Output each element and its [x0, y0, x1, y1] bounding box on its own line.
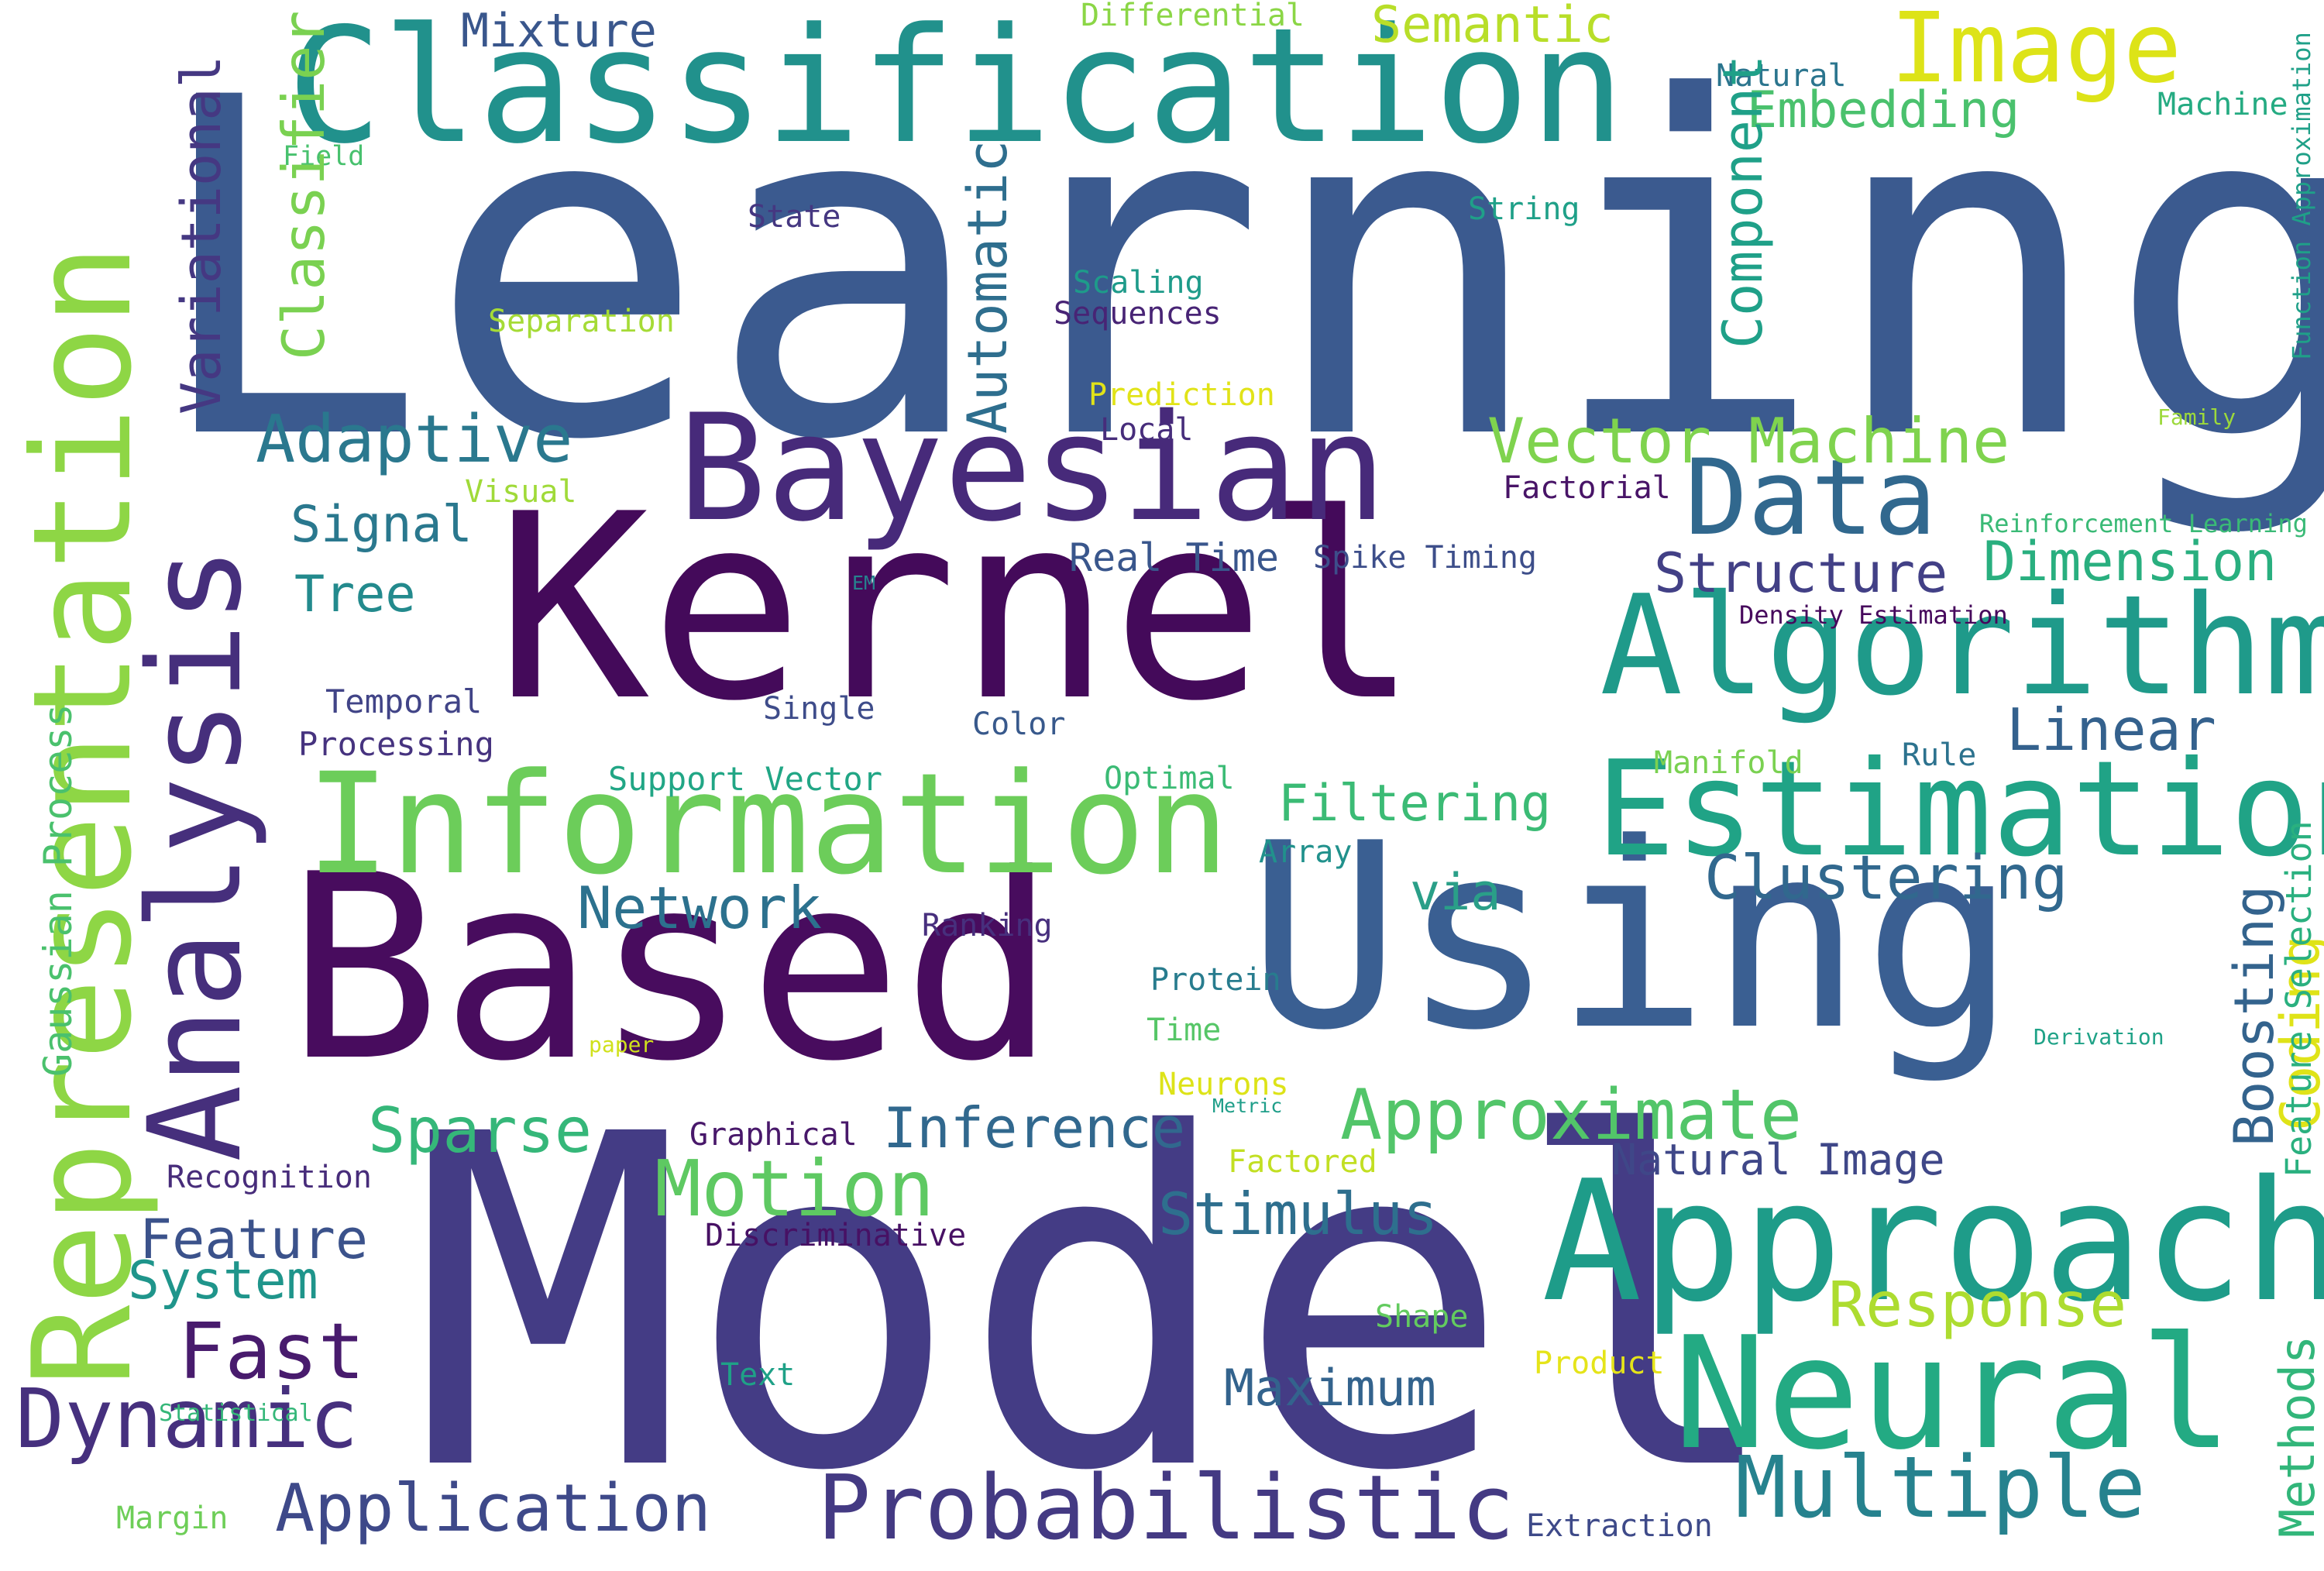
word-via: via — [1410, 864, 1501, 922]
word-filtering: Filtering — [1278, 775, 1552, 833]
word-dimension: Dimension — [1983, 530, 2278, 593]
word-semantic: Semantic — [1371, 0, 1614, 54]
word-family: Family — [2157, 404, 2236, 430]
word-discriminative: Discriminative — [705, 1218, 967, 1253]
word-neurons: Neurons — [1158, 1067, 1289, 1102]
word-real-time: Real Time — [1069, 535, 1279, 580]
word-classification: Classification — [287, 0, 1625, 179]
word-factorial: Factorial — [1503, 470, 1671, 506]
word-gaussian-process: Gaussian Process — [36, 703, 81, 1077]
word-multiple: Multiple — [1735, 1438, 2146, 1537]
word-text: Text — [720, 1357, 796, 1393]
word-natural-image: Natural Image — [1611, 1135, 1945, 1184]
word-stimulus: Stimulus — [1158, 1180, 1439, 1248]
word-structure: Structure — [1654, 541, 1948, 605]
word-manifold: Manifold — [1654, 745, 1803, 781]
word-mixture: Mixture — [461, 4, 657, 58]
word-field: Field — [283, 141, 365, 172]
word-dynamic: Dynamic — [15, 1372, 359, 1466]
word-em: EM — [852, 572, 876, 594]
word-string: String — [1468, 191, 1580, 227]
word-approach: Approach — [1542, 1144, 2324, 1339]
word-system: System — [128, 1250, 318, 1311]
word-application: Application — [275, 1470, 711, 1547]
word-learning: Learning — [147, 0, 2324, 541]
word-margin: Margin — [116, 1501, 229, 1536]
word-prediction: Prediction — [1088, 377, 1275, 413]
word-state: State — [748, 199, 841, 235]
word-approximate: Approximate — [1340, 1074, 1803, 1156]
word-signal: Signal — [290, 496, 473, 554]
word-network: Network — [577, 874, 823, 942]
word-sequences: Sequences — [1054, 296, 1222, 332]
word-neural: Neural — [1673, 1304, 2233, 1484]
word-fast: Fast — [178, 1306, 365, 1397]
word-recognition: Recognition — [167, 1160, 372, 1195]
word-motion: Motion — [655, 1143, 935, 1234]
word-maximum: Maximum — [1224, 1360, 1436, 1418]
word-information: Information — [306, 744, 1230, 906]
word-linear: Linear — [2006, 696, 2216, 764]
word-derivation: Derivation — [2033, 1024, 2164, 1050]
word-rule: Rule — [1902, 737, 1977, 773]
word-methods: Methods — [2269, 1335, 2324, 1538]
word-tree: Tree — [294, 565, 416, 624]
word-color: Color — [972, 706, 1066, 742]
word-image: Image — [1890, 0, 2182, 105]
word-time: Time — [1147, 1012, 1222, 1048]
word-support-vector: Support Vector — [608, 760, 883, 798]
word-product: Product — [1534, 1346, 1665, 1381]
word-statistical: Statistical — [159, 1400, 313, 1427]
word-differential: Differential — [1081, 0, 1305, 33]
word-density-estimation: Density Estimation — [1739, 600, 2008, 630]
word-machine: Machine — [2157, 87, 2288, 122]
word-vector-machine: Vector Machine — [1487, 405, 2010, 477]
word-estimation: Estimation — [1596, 733, 2324, 886]
word-variational: Variational — [170, 55, 233, 414]
word-scaling: Scaling — [1073, 265, 1204, 301]
word-local: Local — [1100, 412, 1194, 448]
word-ranking: Ranking — [922, 908, 1053, 944]
word-response: Response — [1828, 1269, 2127, 1341]
word-extraction: Extraction — [1526, 1508, 1713, 1544]
word-function-approximation: Function Approximation — [2287, 32, 2316, 360]
word-natural: Natural — [1716, 58, 1847, 94]
word-kernel: Kernel — [496, 459, 1420, 757]
word-visual: Visual — [465, 474, 577, 510]
word-inference: Inference — [883, 1095, 1186, 1160]
word-shape: Shape — [1375, 1299, 1469, 1335]
word-adaptive: Adaptive — [256, 401, 573, 478]
word-reinforcement-learning: Reinforcement Learning — [1979, 509, 2308, 538]
word-metric: Metric — [1212, 1095, 1283, 1117]
word-array: Array — [1259, 834, 1353, 870]
word-bayesian: Bayesian — [678, 383, 1387, 554]
word-using: Using — [1247, 789, 2017, 1086]
word-automatic: Automatic — [956, 139, 1019, 434]
word-factored: Factored — [1228, 1144, 1377, 1180]
word-protein: Protein — [1150, 962, 1281, 998]
word-algorithm: Algorithm — [1600, 565, 2324, 726]
word-optimal: Optimal — [1104, 761, 1235, 796]
word-temporal: Temporal — [325, 682, 483, 720]
word-feature: Feature — [139, 1208, 369, 1271]
word-sparse: Sparse — [368, 1095, 592, 1167]
word-graphical: Graphical — [689, 1117, 858, 1153]
word-processing: Processing — [298, 725, 494, 763]
word-analysis: Analysis — [121, 546, 270, 1162]
word-component: Component — [1711, 54, 1775, 349]
word-feature-selection: Feature Selection — [2278, 820, 2319, 1177]
word-based: Based — [287, 820, 1057, 1117]
word-spike-timing: Spike Timing — [1313, 540, 1537, 576]
word-separation: Separation — [488, 304, 675, 339]
word-embedding: Embedding — [1747, 81, 2020, 139]
word-clustering: Clustering — [1704, 844, 2068, 913]
word-classifier: Classifier — [270, 10, 338, 360]
word-paper: paper — [589, 1032, 655, 1057]
word-single: Single — [763, 691, 875, 727]
word-model: Model — [411, 1039, 1787, 1571]
word-probabilistic: Probabilistic — [817, 1456, 1515, 1560]
word-data: Data — [1685, 437, 1937, 559]
